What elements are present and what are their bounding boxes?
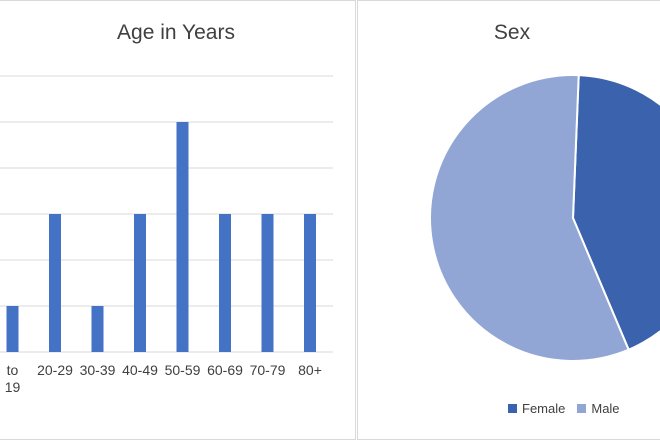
pie-slice-female bbox=[571, 74, 660, 352]
x-tick-label: 40-49 bbox=[122, 362, 158, 378]
x-tick-label: 30-39 bbox=[80, 362, 116, 378]
legend-label-female: Female bbox=[522, 401, 566, 416]
bar-30-39 bbox=[91, 306, 104, 352]
bar-40-49 bbox=[134, 214, 146, 352]
x-tick-label: 60-69 bbox=[207, 362, 243, 378]
x-tick-label: 70-79 bbox=[250, 362, 286, 378]
sex-chart-panel: Sex Female Male bbox=[357, 0, 660, 440]
bar-80+ bbox=[304, 214, 316, 352]
bar-to-19 bbox=[6, 306, 19, 352]
x-tick-label: to 19 bbox=[5, 362, 21, 395]
pie-slice-male bbox=[429, 74, 630, 362]
sex-legend: Female Male bbox=[508, 401, 632, 416]
bar-20-29 bbox=[49, 214, 61, 352]
legend-item-female: Female bbox=[508, 401, 565, 416]
legend-label-male: Male bbox=[591, 401, 620, 416]
bar-60-69 bbox=[219, 214, 231, 352]
sex-pie-chart bbox=[429, 74, 660, 362]
legend-swatch-male bbox=[577, 404, 587, 413]
bar-70-79 bbox=[261, 214, 274, 352]
legend-item-male: Male bbox=[577, 401, 620, 416]
x-tick-label: 20-29 bbox=[37, 362, 73, 378]
x-tick-label: 50-59 bbox=[165, 362, 201, 378]
sex-chart-title: Sex bbox=[493, 21, 531, 44]
age-chart-title: Age in Years bbox=[117, 21, 235, 44]
x-tick-label: 80+ bbox=[298, 362, 322, 378]
age-bar-chart: to 19 20-29 30-39 40-49 50-59 60-69 70-79 80+ bbox=[0, 75, 333, 395]
legend-swatch-female bbox=[508, 404, 517, 413]
age-chart-panel: Age in Years to 19 20-29 30-39 40-49 50-59 60-… bbox=[0, 0, 356, 440]
bar-50-59 bbox=[176, 122, 189, 352]
